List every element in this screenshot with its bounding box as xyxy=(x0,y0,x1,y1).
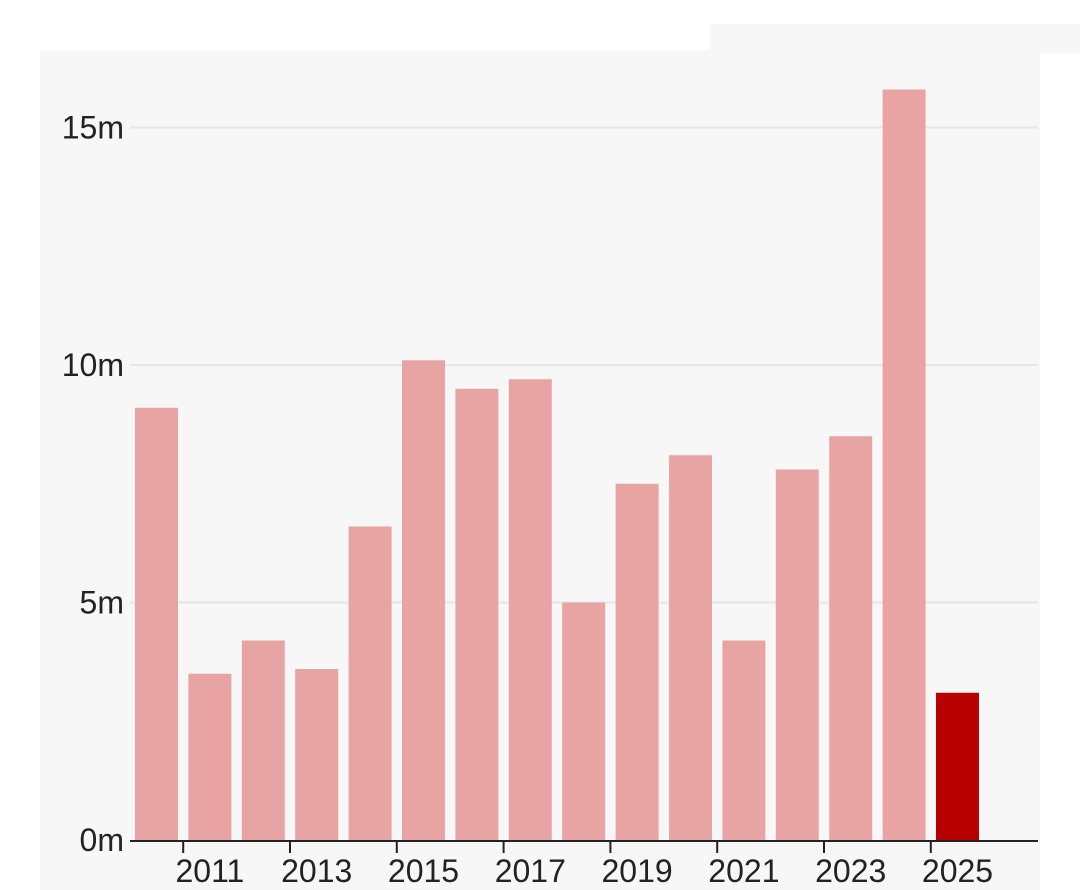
x-tick-label: 2011 xyxy=(175,853,244,889)
bar-2025 xyxy=(936,692,979,840)
bar-2018 xyxy=(562,602,606,840)
bar-2020 xyxy=(669,455,712,840)
x-tick-label: 2019 xyxy=(602,853,673,889)
x-tick-label: 2015 xyxy=(388,853,459,889)
bar-2022 xyxy=(775,469,819,840)
bar-2014 xyxy=(348,526,392,840)
y-tick-label: 10m xyxy=(62,347,124,383)
bars xyxy=(135,89,979,840)
x-tick-label: 2013 xyxy=(281,853,352,889)
bar-2023 xyxy=(829,436,873,840)
bar-2012 xyxy=(241,640,285,840)
bar-2010 xyxy=(135,407,178,840)
x-tick-label: 2023 xyxy=(815,853,886,889)
bar-2017 xyxy=(508,379,552,840)
bar-2015 xyxy=(402,360,445,840)
x-tick-label: 2017 xyxy=(495,853,566,889)
bar-2016 xyxy=(455,388,499,840)
y-axis-labels: 0m 5m 10m 15m xyxy=(62,110,124,859)
bar-2019 xyxy=(615,483,659,840)
bar-2024 xyxy=(882,89,926,840)
x-tick-label: 2025 xyxy=(922,853,993,889)
bar-2013 xyxy=(295,669,339,840)
y-tick-label: 0m xyxy=(80,822,124,858)
x-tick-label: 2021 xyxy=(708,853,779,889)
y-tick-label: 5m xyxy=(80,585,124,621)
x-axis: 2011 2013 2015 2017 2019 2021 2023 2025 xyxy=(130,840,1038,889)
bar-2011 xyxy=(188,673,232,840)
chart-panel-top xyxy=(710,24,1080,54)
y-tick-label: 15m xyxy=(62,110,124,146)
bar-2021 xyxy=(722,640,766,840)
